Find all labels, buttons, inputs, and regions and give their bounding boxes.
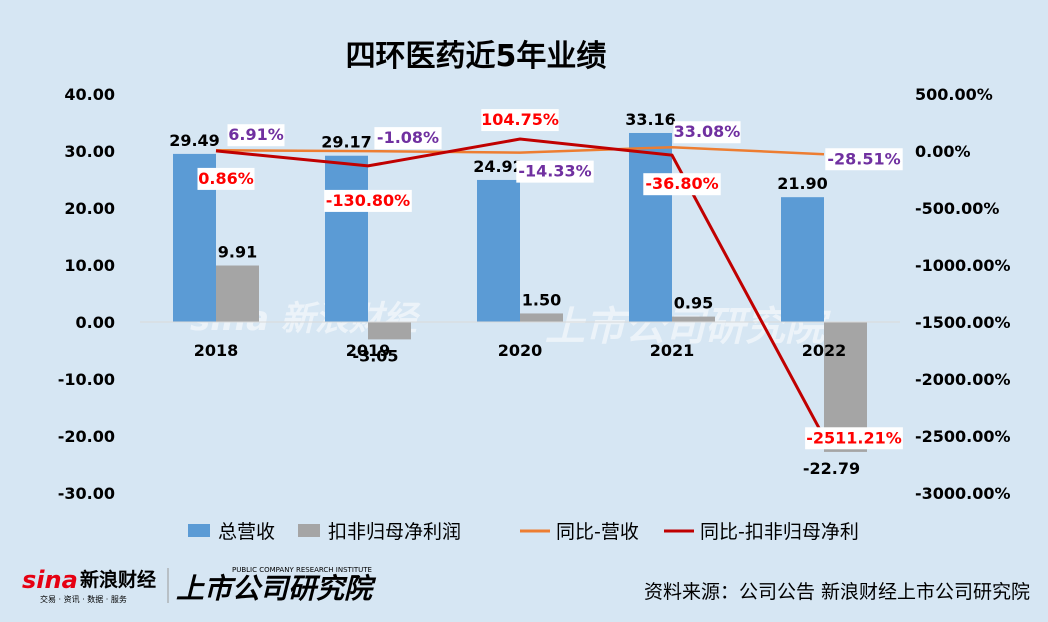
revenue-growth-label-bg <box>673 121 741 144</box>
revenue-bar <box>629 132 672 322</box>
profit-growth-label: -2511.21% <box>806 428 902 447</box>
svg-text:PUBLIC COMPANY RESEARCH INSTIT: PUBLIC COMPANY RESEARCH INSTITUTE <box>232 566 372 574</box>
legend-swatch <box>298 524 320 537</box>
legend-label: 扣非归母净利润 <box>328 521 461 543</box>
profit-growth-label-bg <box>643 173 721 196</box>
revenue-growth-label: -1.08% <box>377 128 439 147</box>
legend: 总营收 扣非归母净利润 同比-营收 同比-扣非归母净利 <box>188 521 859 543</box>
profit-growth-label-bg <box>805 427 903 450</box>
profit-growth-label: 0.86% <box>198 169 254 188</box>
y2-tick-label: 500.00% <box>915 85 993 104</box>
profit-growth-label: -36.80% <box>645 174 718 193</box>
revenue-growth-label: -28.51% <box>827 149 900 168</box>
revenue-growth-label-bg <box>516 160 594 183</box>
x-axis-categories: 2018 2019 2020 2021 2022 <box>194 341 847 360</box>
right-axis: 500.00% 0.00% -500.00% -1000.00% -1500.00% -2… <box>915 85 1011 503</box>
x-tick-label: 2021 <box>650 341 695 360</box>
y2-tick-label: -1500.00% <box>915 313 1011 332</box>
revenue-growth-line <box>215 145 825 156</box>
x-tick-label: 2018 <box>194 341 239 360</box>
legend-label: 同比-营收 <box>556 521 639 543</box>
y-tick-label: 20.00 <box>64 199 115 218</box>
source-note: 资料来源：公司公告 新浪财经上市公司研究院 <box>644 581 1030 603</box>
revenue-growth-label-bg <box>227 124 285 147</box>
revenue-growth-label: 33.08% <box>674 122 741 141</box>
profit-bar <box>216 265 259 322</box>
y-tick-label: 40.00 <box>64 85 115 104</box>
y2-tick-label: 0.00% <box>915 142 971 161</box>
y-tick-label: 30.00 <box>64 142 115 161</box>
y-tick-label: -30.00 <box>58 484 115 503</box>
revenue-bar <box>477 179 520 322</box>
profit-bar <box>368 322 411 340</box>
revenue-growth-label-bg <box>374 127 442 150</box>
revenue-growth-label-bg <box>825 148 903 171</box>
y-tick-label: -10.00 <box>58 370 115 389</box>
revenue-bar <box>781 197 824 322</box>
profit-label: -3.05 <box>352 346 398 365</box>
y2-tick-label: -500.00% <box>915 199 999 218</box>
profit-growth-label-bg <box>324 189 412 212</box>
y-tick-label: 0.00 <box>76 313 115 332</box>
revenue-label: 29.17 <box>321 133 372 152</box>
revenue-growth-label: -14.33% <box>518 162 591 181</box>
data-labels: 29.49 29.17 24.92 33.16 21.90 9.91 -3.05 1.50 0.… <box>169 109 903 478</box>
legend-label: 同比-扣非归母净利 <box>700 521 859 543</box>
svg-text:sina: sina <box>22 566 78 594</box>
revenue-label: 21.90 <box>777 174 828 193</box>
profit-growth-label: 104.75% <box>481 110 559 129</box>
profit-growth-label: -130.80% <box>326 191 410 210</box>
y2-tick-label: -2000.00% <box>915 370 1011 389</box>
profit-growth-line <box>215 137 826 438</box>
profit-label: -22.79 <box>803 459 860 478</box>
profit-growth-label-bg <box>197 167 255 190</box>
legend-swatch <box>188 524 210 537</box>
revenue-label: 29.49 <box>169 131 220 150</box>
bar-series <box>173 132 867 452</box>
y2-tick-label: -2500.00% <box>915 427 1011 446</box>
y-tick-label: 10.00 <box>64 256 115 275</box>
sina-logo: sina 新浪财经 交易 · 资讯 · 数据 · 服务 <box>22 566 156 604</box>
x-tick-label: 2020 <box>498 341 543 360</box>
y2-tick-label: -3000.00% <box>915 484 1011 503</box>
profit-label: 1.50 <box>522 290 561 309</box>
chart-title: 四环医药近5年业绩 <box>346 39 607 74</box>
profit-label: 0.95 <box>674 294 713 313</box>
x-tick-label: 2019 <box>346 341 391 360</box>
line-series <box>215 137 826 438</box>
legend-label: 总营收 <box>218 521 275 543</box>
profit-label: 9.91 <box>218 243 257 262</box>
svg-text:上市公司研究院: 上市公司研究院 <box>176 572 377 605</box>
y2-tick-label: -1000.00% <box>915 256 1011 275</box>
revenue-growth-label: 6.91% <box>228 125 284 144</box>
revenue-label: 33.16 <box>625 110 676 129</box>
profit-growth-label-bg <box>481 109 559 132</box>
svg-text:交易 · 资讯 · 数据 · 服务: 交易 · 资讯 · 数据 · 服务 <box>40 594 127 604</box>
institute-logo: 上市公司研究院 PUBLIC COMPANY RESEARCH INSTITUT… <box>176 566 377 605</box>
left-axis: 40.00 30.00 20.00 10.00 0.00 -10.00 -20.00 -30.… <box>58 85 115 503</box>
profit-bar <box>520 313 563 322</box>
profit-bar <box>672 316 715 322</box>
x-tick-label: 2022 <box>802 341 847 360</box>
revenue-label: 24.92 <box>473 157 524 176</box>
y-tick-label: -20.00 <box>58 427 115 446</box>
svg-text:新浪财经: 新浪财经 <box>80 568 156 591</box>
revenue-bar <box>325 155 368 322</box>
